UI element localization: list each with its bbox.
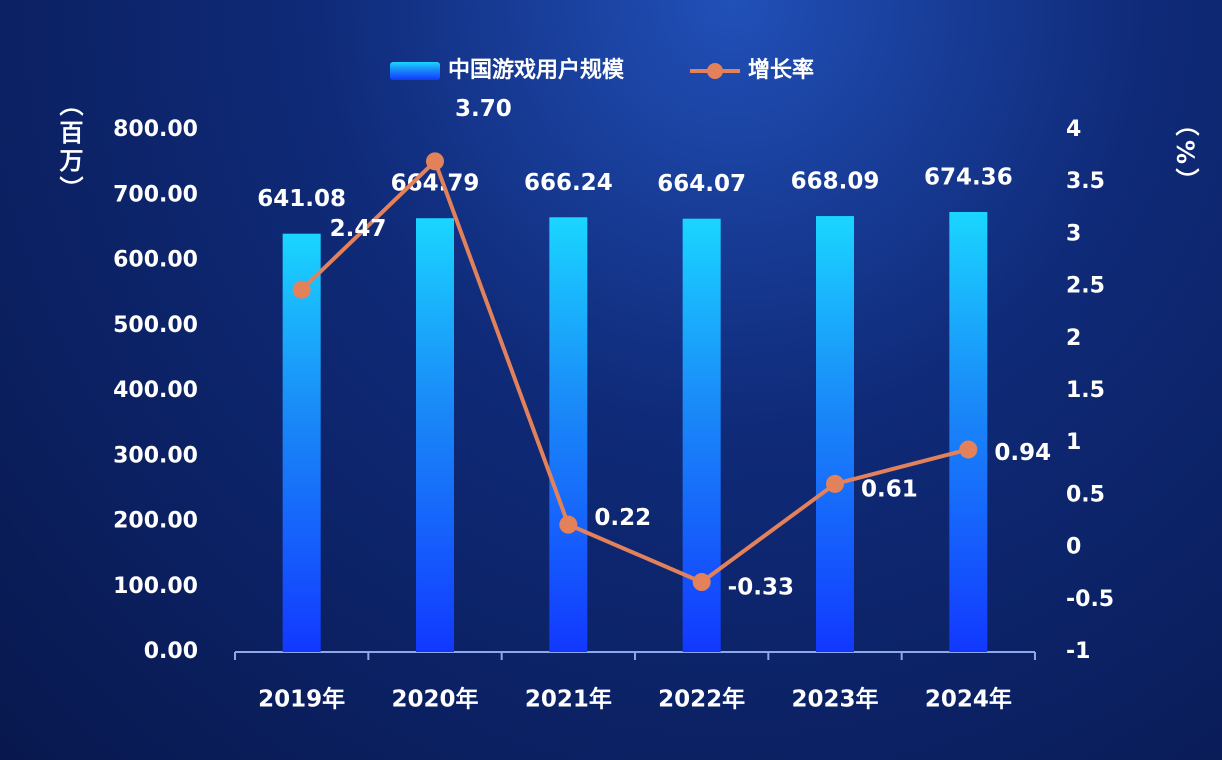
legend-swatch-dot xyxy=(707,63,723,79)
growth-line xyxy=(300,157,969,585)
y-tick-label: 300.00 xyxy=(113,443,198,468)
bar-value-label: 641.08 xyxy=(257,186,346,212)
growth-value-label: 0.94 xyxy=(994,440,1051,466)
x-tick-label: 2020年 xyxy=(391,686,478,713)
growth-point xyxy=(826,474,844,493)
growth-value-label: 0.61 xyxy=(861,476,918,502)
growth-point xyxy=(959,440,978,459)
y-axis-label: （百万） xyxy=(55,92,83,204)
y-tick-label: 700.00 xyxy=(113,182,198,207)
growth-value-label: -0.33 xyxy=(728,575,794,601)
y-tick-label: 600.00 xyxy=(113,248,198,273)
bar-value-label: 668.09 xyxy=(791,169,880,195)
y-tick-label: 500.00 xyxy=(113,313,198,338)
legend-label: 增长率 xyxy=(748,57,814,83)
y-tick-label: 800.00 xyxy=(113,117,198,142)
bar-value-label: 664.07 xyxy=(657,171,746,197)
growth-point xyxy=(692,573,711,592)
y2-tick-label: -1 xyxy=(1066,639,1090,664)
bar-value-label: 666.24 xyxy=(524,170,613,196)
bar xyxy=(282,233,321,652)
bar xyxy=(816,216,854,652)
bar xyxy=(949,211,988,652)
y-tick-label: 0.00 xyxy=(144,639,198,664)
y2-tick-label: -0.5 xyxy=(1066,587,1114,612)
y2-tick-label: 0 xyxy=(1066,535,1081,560)
x-tick-label: 2022年 xyxy=(658,686,745,713)
y2-tick-label: 0.5 xyxy=(1066,482,1105,507)
x-tick-label: 2019年 xyxy=(258,686,345,713)
y2-tick-label: 3.5 xyxy=(1066,169,1105,194)
x-tick-label: 2024年 xyxy=(925,686,1012,713)
growth-value-label: 0.22 xyxy=(594,505,651,531)
y-tick-label: 100.00 xyxy=(113,574,198,599)
y-tick-label: 200.00 xyxy=(113,509,198,534)
y2-tick-label: 3 xyxy=(1066,221,1081,246)
growth-point xyxy=(292,280,311,299)
growth-value-label: 2.47 xyxy=(330,216,387,242)
y-tick-label: 400.00 xyxy=(113,378,198,403)
bar xyxy=(549,217,588,653)
legend-label: 中国游戏用户规模 xyxy=(448,57,625,83)
growth-point xyxy=(426,152,444,171)
bar xyxy=(416,218,454,652)
bar-value-label: 674.36 xyxy=(924,164,1013,190)
y2-axis-label: （%） xyxy=(1171,112,1199,197)
y2-tick-label: 1 xyxy=(1066,430,1081,455)
legend-swatch xyxy=(390,62,440,80)
x-tick-label: 2023年 xyxy=(791,686,878,713)
y2-tick-label: 2 xyxy=(1066,326,1081,351)
growth-point xyxy=(559,515,578,534)
y2-tick-label: 4 xyxy=(1066,117,1081,142)
x-tick-label: 2021年 xyxy=(525,686,612,713)
y2-tick-label: 1.5 xyxy=(1066,378,1105,403)
growth-value-label: 3.70 xyxy=(455,96,512,122)
y2-tick-label: 2.5 xyxy=(1066,274,1105,299)
